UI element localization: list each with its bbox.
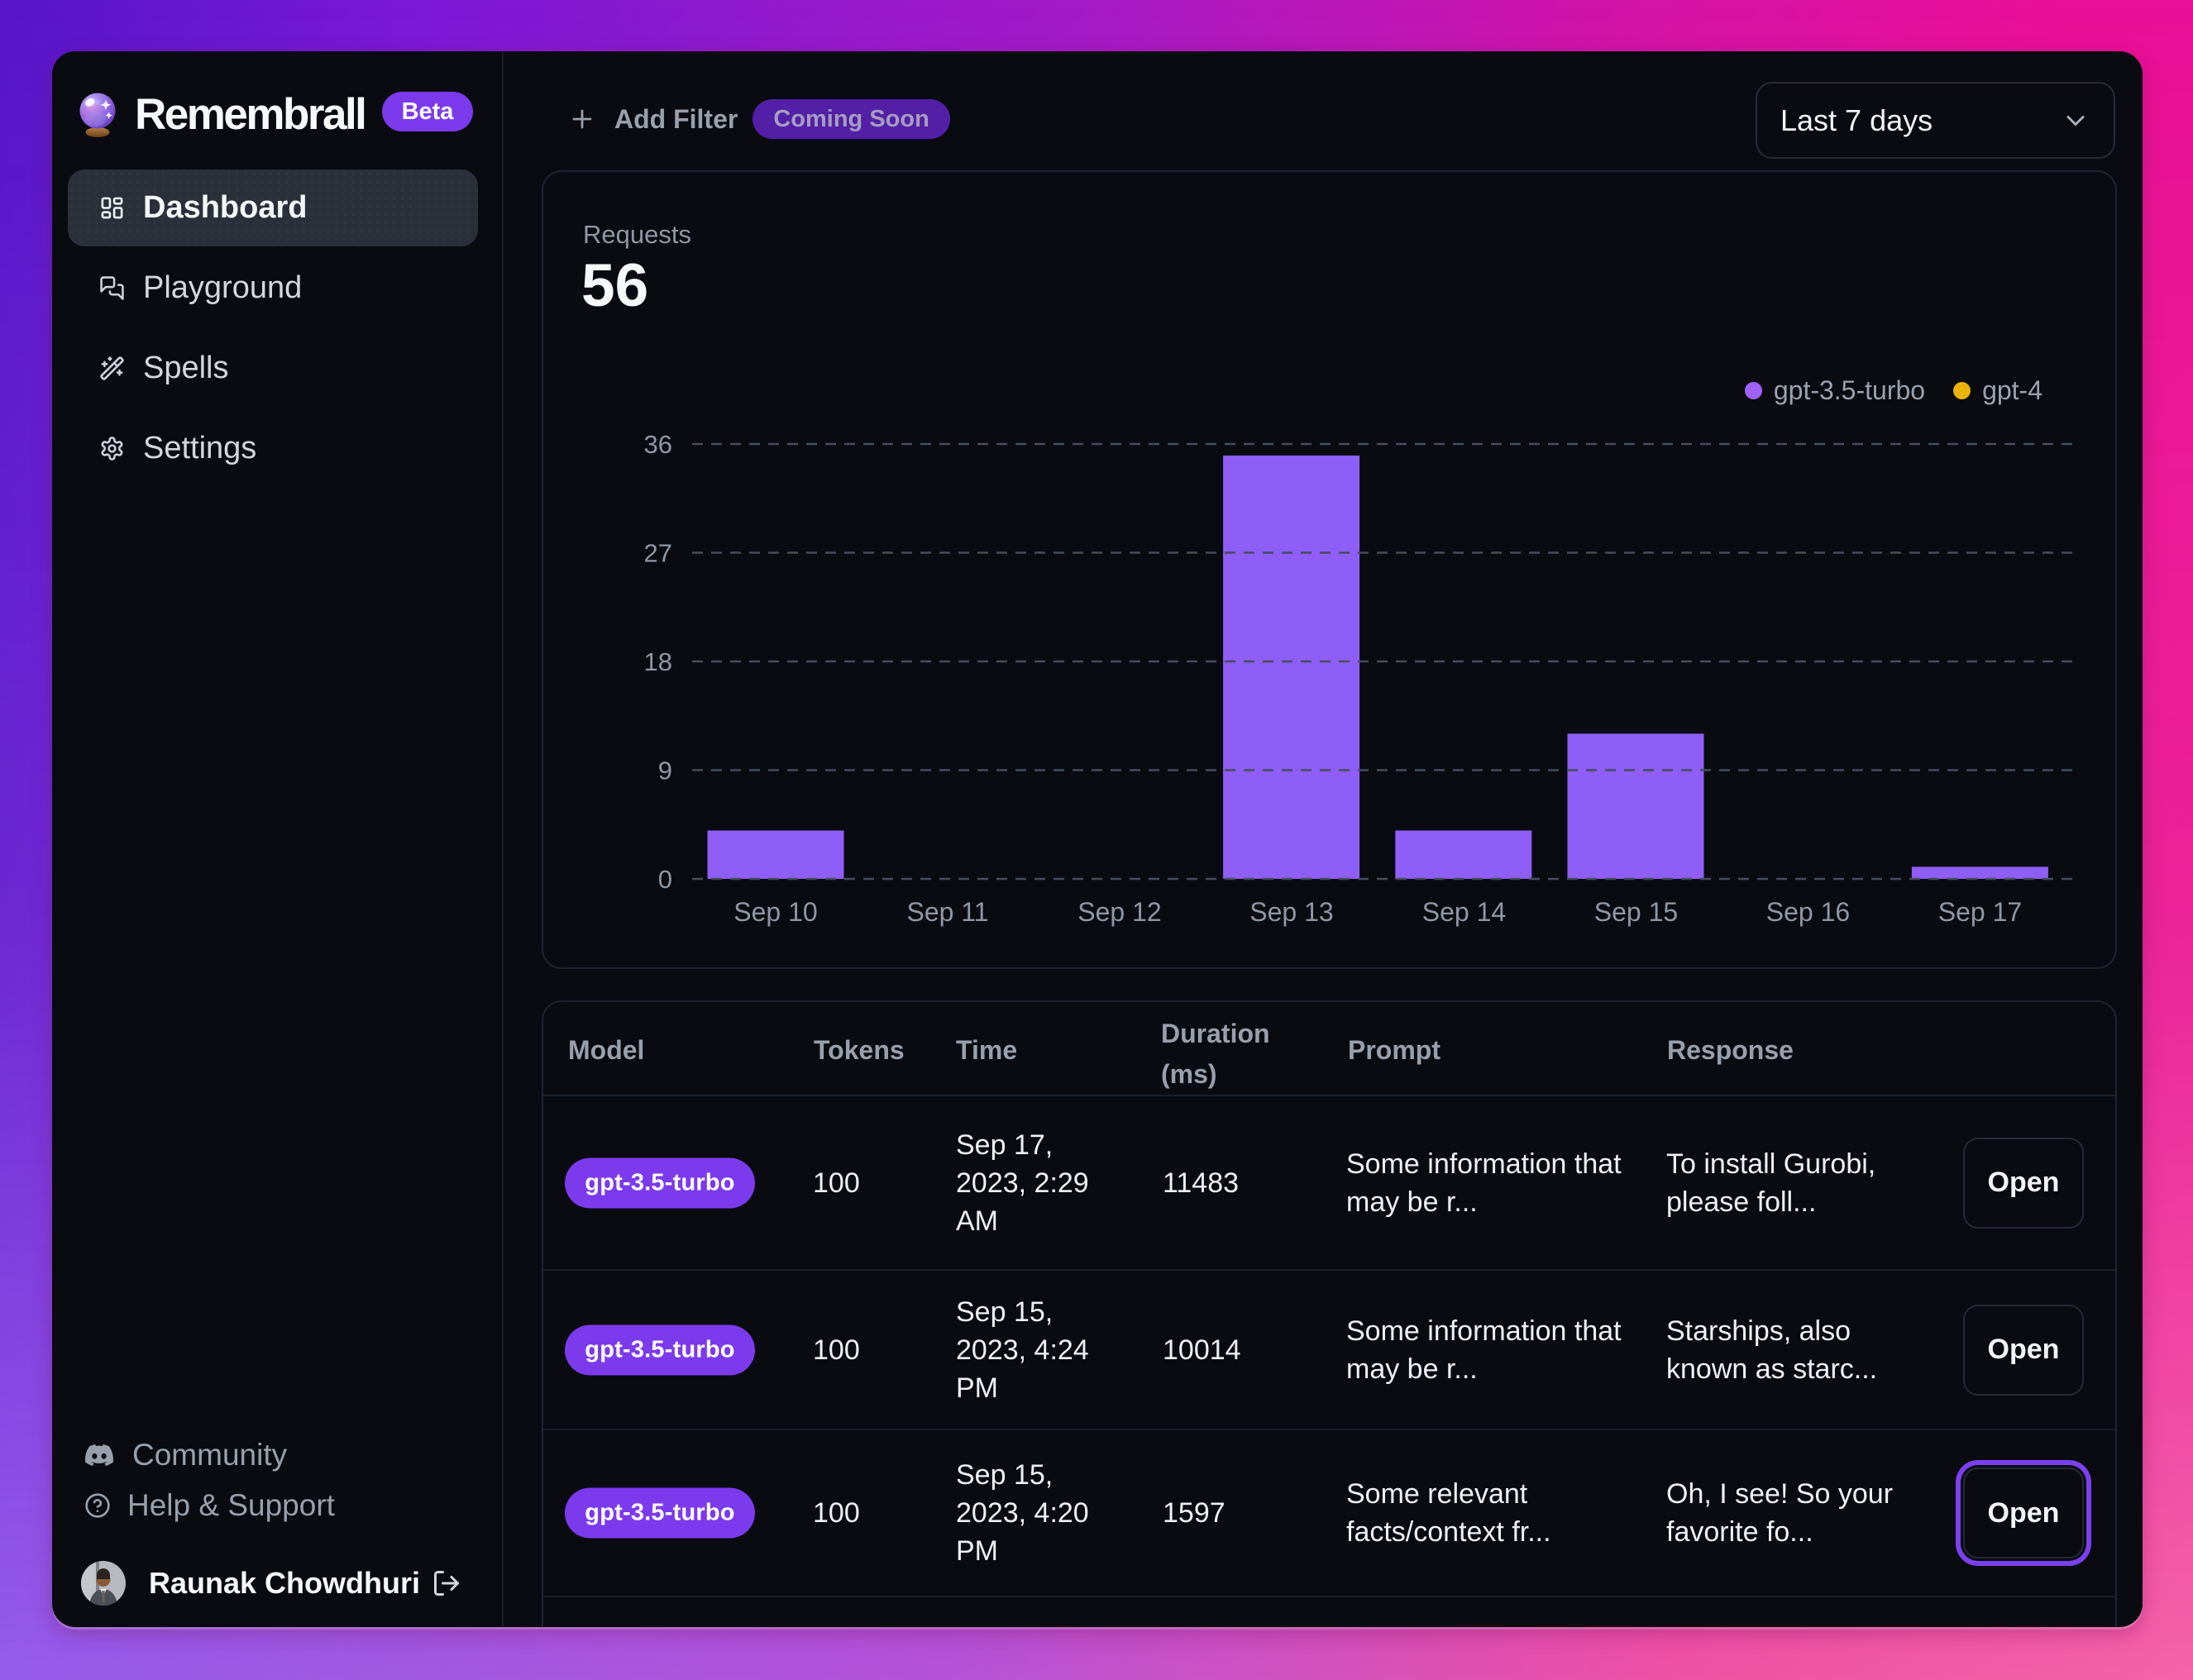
- svg-text:9: 9: [658, 756, 672, 785]
- svg-text:Sep 13: Sep 13: [1249, 897, 1333, 927]
- svg-text:Sep 12: Sep 12: [1077, 897, 1161, 927]
- svg-text:18: 18: [644, 647, 672, 676]
- svg-text:Sep 16: Sep 16: [1766, 897, 1850, 927]
- svg-text:36: 36: [644, 430, 672, 459]
- svg-text:Sep 17: Sep 17: [1938, 897, 2022, 927]
- svg-text:Sep 10: Sep 10: [733, 897, 817, 927]
- svg-text:Sep 15: Sep 15: [1594, 897, 1678, 927]
- svg-text:27: 27: [644, 539, 672, 568]
- svg-text:Sep 11: Sep 11: [906, 897, 988, 927]
- svg-text:Sep 14: Sep 14: [1422, 897, 1506, 927]
- svg-text:0: 0: [658, 865, 672, 894]
